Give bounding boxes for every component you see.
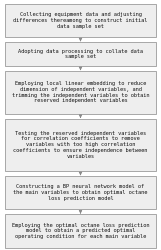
Text: Testing the reserved independent variables
for correlation coefficients to remov: Testing the reserved independent variabl…: [13, 131, 148, 159]
FancyBboxPatch shape: [5, 214, 156, 248]
FancyBboxPatch shape: [5, 119, 156, 171]
Text: Employing the optimal octane loss prediction
model to obtain a predicted optimal: Employing the optimal octane loss predic…: [12, 223, 149, 239]
FancyBboxPatch shape: [5, 4, 156, 37]
Text: Employing local linear embedding to reduce
dimension of independent variables, a: Employing local linear embedding to redu…: [12, 81, 149, 104]
Text: Collecting equipment data and adjusting
differences thereamong to construct init: Collecting equipment data and adjusting …: [13, 12, 148, 28]
Text: Constructing a BP neural network model of
the main variables to obtain optimal o: Constructing a BP neural network model o…: [13, 184, 148, 201]
FancyBboxPatch shape: [5, 176, 156, 209]
Text: Adopting data processing to collate data
sample set: Adopting data processing to collate data…: [18, 48, 143, 59]
FancyBboxPatch shape: [5, 71, 156, 114]
FancyBboxPatch shape: [5, 42, 156, 66]
